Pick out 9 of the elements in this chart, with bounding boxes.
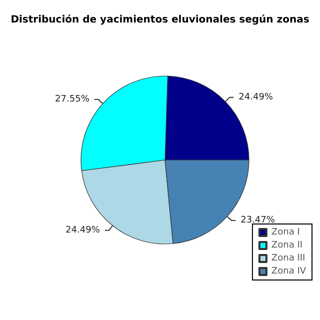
legend-label: Zona III bbox=[271, 254, 306, 264]
data-label: 27.55% bbox=[55, 94, 90, 104]
legend-label: Zona IV bbox=[271, 266, 307, 276]
chart-title: Distribución de yacimientos eluvionales según zonas bbox=[10, 14, 310, 26]
data-label: 23.47% bbox=[240, 216, 276, 226]
data-label: 24.49% bbox=[66, 225, 100, 236]
legend-label: Zona I bbox=[271, 228, 300, 238]
data-label: 24.49% bbox=[238, 92, 274, 102]
legend-label: Zona II bbox=[271, 240, 302, 250]
